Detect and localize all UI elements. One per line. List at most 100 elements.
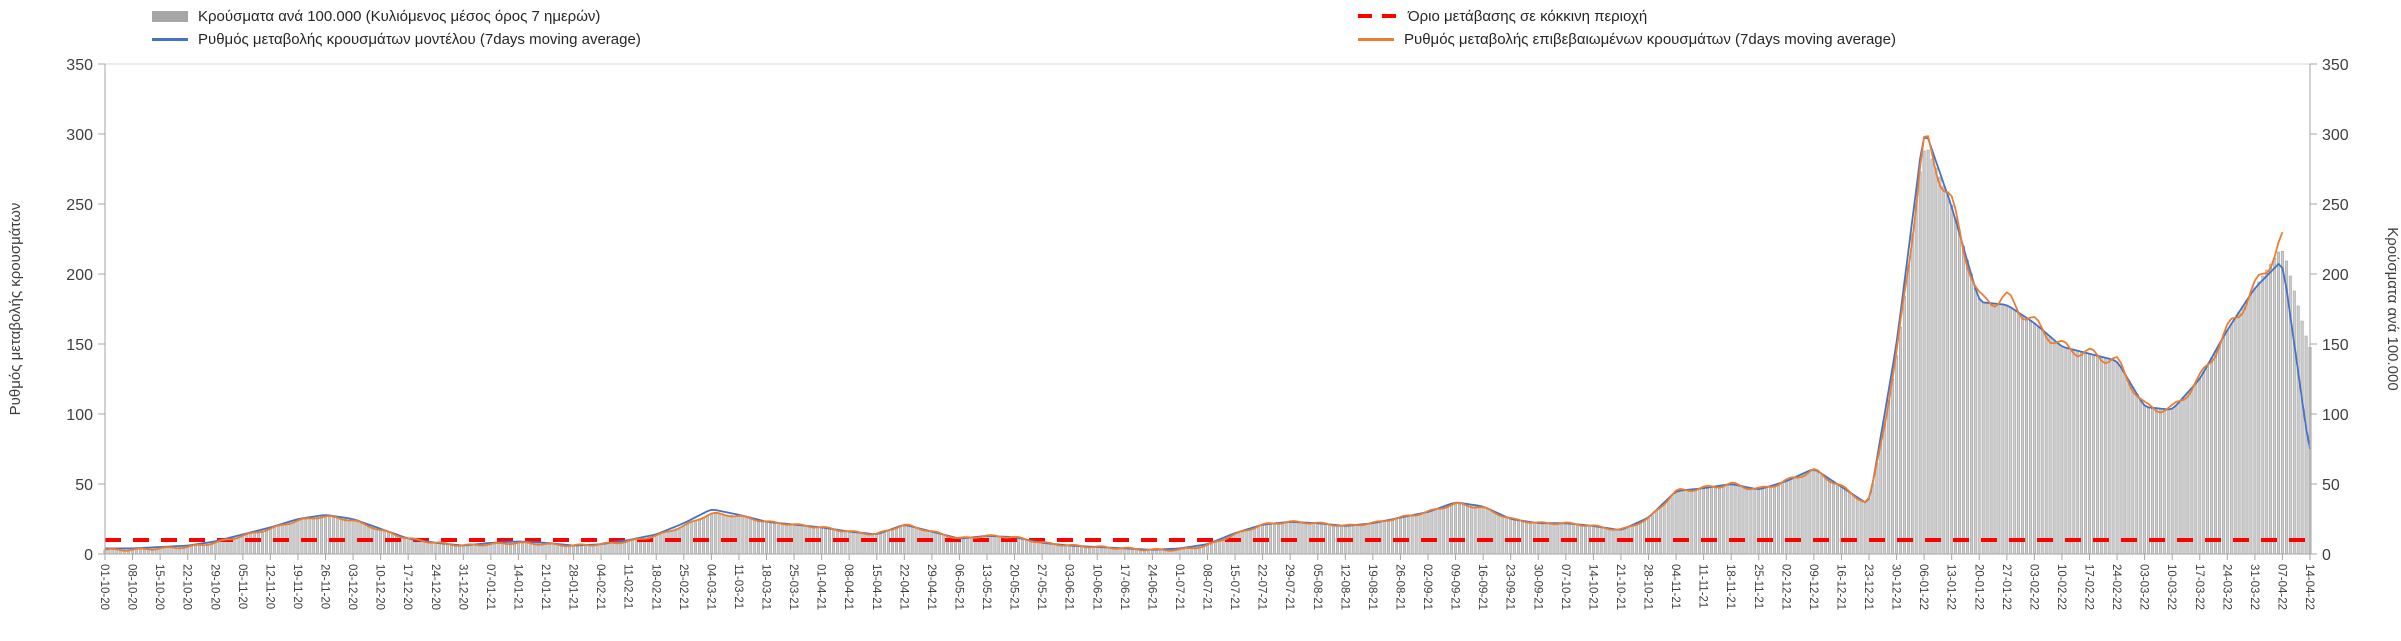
svg-text:23-12-21: 23-12-21 xyxy=(1862,564,1874,610)
model-line-swatch xyxy=(152,37,188,41)
svg-text:200: 200 xyxy=(66,267,93,284)
svg-text:17-02-22: 17-02-22 xyxy=(2083,564,2095,610)
svg-text:07-04-22: 07-04-22 xyxy=(2275,564,2287,610)
svg-text:13-01-22: 13-01-22 xyxy=(1945,564,1957,610)
svg-text:0: 0 xyxy=(2322,547,2331,564)
legend-item-red-zone-threshold: Όριο μετάβασης σε κόκκινη περιοχή xyxy=(1358,6,1647,26)
svg-text:25-11-21: 25-11-21 xyxy=(1752,564,1764,609)
svg-text:28-10-21: 28-10-21 xyxy=(1642,564,1654,610)
svg-text:04-03-21: 04-03-21 xyxy=(704,564,716,610)
svg-text:05-08-21: 05-08-21 xyxy=(1311,564,1323,610)
svg-text:11-11-21: 11-11-21 xyxy=(1697,564,1709,608)
svg-text:350: 350 xyxy=(2322,57,2349,74)
svg-text:28-01-21: 28-01-21 xyxy=(567,564,579,610)
legend-item-confirmed-rate: Ρυθμός μεταβολής επιβεβαιωμένων κρουσμάτ… xyxy=(1358,29,1896,49)
svg-text:10-02-22: 10-02-22 xyxy=(2055,564,2067,610)
bars-cases-per-100k xyxy=(103,149,2312,555)
confirmed-rate-line xyxy=(104,135,2284,552)
svg-text:10-06-21: 10-06-21 xyxy=(1090,564,1102,610)
svg-text:14-04-22: 14-04-22 xyxy=(2303,564,2315,610)
svg-text:350: 350 xyxy=(66,57,93,74)
svg-text:150: 150 xyxy=(66,337,93,354)
svg-text:27-01-22: 27-01-22 xyxy=(2000,564,2012,610)
svg-text:09-09-21: 09-09-21 xyxy=(1449,564,1461,610)
svg-text:25-02-21: 25-02-21 xyxy=(677,564,689,610)
svg-text:300: 300 xyxy=(2322,127,2349,144)
svg-text:02-12-21: 02-12-21 xyxy=(1779,564,1791,610)
svg-text:08-04-21: 08-04-21 xyxy=(842,564,854,610)
svg-text:09-12-21: 09-12-21 xyxy=(1807,564,1819,610)
svg-text:12-11-20: 12-11-20 xyxy=(263,564,275,609)
svg-text:12-08-21: 12-08-21 xyxy=(1338,564,1350,610)
svg-text:50: 50 xyxy=(75,477,93,494)
svg-text:06-01-22: 06-01-22 xyxy=(1917,564,1929,610)
svg-text:08-10-20: 08-10-20 xyxy=(126,564,138,610)
svg-text:20-05-21: 20-05-21 xyxy=(1008,564,1020,610)
svg-text:17-12-20: 17-12-20 xyxy=(401,564,413,610)
svg-text:18-03-21: 18-03-21 xyxy=(760,564,772,610)
confirmed-line-swatch xyxy=(1358,37,1394,41)
svg-text:150: 150 xyxy=(2322,337,2349,354)
svg-text:100: 100 xyxy=(66,407,93,424)
svg-text:250: 250 xyxy=(2322,197,2349,214)
svg-text:03-12-20: 03-12-20 xyxy=(346,564,358,610)
svg-text:14-01-21: 14-01-21 xyxy=(511,564,523,610)
svg-text:03-03-22: 03-03-22 xyxy=(2138,564,2150,610)
legend-label-red-zone-threshold: Όριο μετάβασης σε κόκκινη περιοχή xyxy=(1408,7,1648,25)
svg-text:250: 250 xyxy=(66,197,93,214)
svg-text:11-03-21: 11-03-21 xyxy=(732,564,744,609)
svg-text:01-04-21: 01-04-21 xyxy=(815,564,827,610)
svg-text:29-04-21: 29-04-21 xyxy=(925,564,937,610)
svg-text:25-03-21: 25-03-21 xyxy=(787,564,799,610)
svg-text:31-12-20: 31-12-20 xyxy=(456,564,468,610)
svg-text:17-06-21: 17-06-21 xyxy=(1118,564,1130,610)
svg-text:07-10-21: 07-10-21 xyxy=(1559,564,1571,610)
svg-text:24-03-22: 24-03-22 xyxy=(2220,564,2232,610)
svg-text:24-06-21: 24-06-21 xyxy=(1145,564,1157,610)
svg-text:23-09-21: 23-09-21 xyxy=(1504,564,1516,610)
axes xyxy=(98,63,2317,560)
svg-text:22-10-20: 22-10-20 xyxy=(181,564,193,610)
legend-label-cases-per-100k: Κρούσματα ανά 100.000 (Κυλιόμενος μέσος … xyxy=(198,7,601,25)
svg-text:04-11-21: 04-11-21 xyxy=(1669,564,1681,609)
svg-text:26-08-21: 26-08-21 xyxy=(1393,564,1405,610)
svg-text:30-12-21: 30-12-21 xyxy=(1890,564,1902,610)
svg-text:27-05-21: 27-05-21 xyxy=(1035,564,1047,610)
svg-text:29-10-20: 29-10-20 xyxy=(208,564,220,610)
svg-text:06-05-21: 06-05-21 xyxy=(952,564,964,610)
svg-text:02-09-21: 02-09-21 xyxy=(1421,564,1433,610)
legend-item-cases-per-100k: Κρούσματα ανά 100.000 (Κυλιόμενος μέσος … xyxy=(152,6,600,26)
svg-text:19-11-20: 19-11-20 xyxy=(291,564,303,609)
legend-label-model-rate: Ρυθμός μεταβολής κρουσμάτων μοντέλου (7d… xyxy=(198,30,641,48)
svg-text:19-08-21: 19-08-21 xyxy=(1366,564,1378,610)
svg-text:22-04-21: 22-04-21 xyxy=(897,564,909,610)
svg-text:01-07-21: 01-07-21 xyxy=(1173,564,1185,610)
legend-label-confirmed-rate: Ρυθμός μεταβολής επιβεβαιωμένων κρουσμάτ… xyxy=(1404,30,1896,48)
svg-text:24-12-20: 24-12-20 xyxy=(429,564,441,610)
svg-text:13-05-21: 13-05-21 xyxy=(980,564,992,610)
svg-text:0: 0 xyxy=(84,547,93,564)
svg-text:03-06-21: 03-06-21 xyxy=(1063,564,1075,610)
svg-text:07-01-21: 07-01-21 xyxy=(484,564,496,610)
svg-text:200: 200 xyxy=(2322,267,2349,284)
threshold-dash-swatch xyxy=(1358,14,1398,18)
legend-item-model-rate: Ρυθμός μεταβολής κρουσμάτων μοντέλου (7d… xyxy=(152,29,641,49)
svg-text:16-12-21: 16-12-21 xyxy=(1834,564,1846,610)
svg-text:15-07-21: 15-07-21 xyxy=(1228,564,1240,610)
svg-text:08-07-21: 08-07-21 xyxy=(1201,564,1213,610)
svg-text:20-01-22: 20-01-22 xyxy=(1972,564,1984,610)
right-axis-title: Κρούσματα ανά 100.000 xyxy=(2384,227,2401,390)
svg-text:29-07-21: 29-07-21 xyxy=(1283,564,1295,610)
svg-text:50: 50 xyxy=(2322,477,2340,494)
left-axis-title: Ρυθμός μεταβολής κρουσμάτων xyxy=(7,203,24,416)
svg-text:05-11-20: 05-11-20 xyxy=(236,564,248,609)
axis-labels: 0 0 50 50 100 100 150 150 200 200 250 250 300 300 350 3… xyxy=(7,57,2401,610)
svg-text:30-09-21: 30-09-21 xyxy=(1531,564,1543,610)
svg-text:15-10-20: 15-10-20 xyxy=(153,564,165,610)
svg-text:14-10-21: 14-10-21 xyxy=(1586,564,1598,610)
svg-text:01-10-20: 01-10-20 xyxy=(98,564,110,610)
svg-text:10-12-20: 10-12-20 xyxy=(374,564,386,610)
svg-text:26-11-20: 26-11-20 xyxy=(319,564,331,609)
